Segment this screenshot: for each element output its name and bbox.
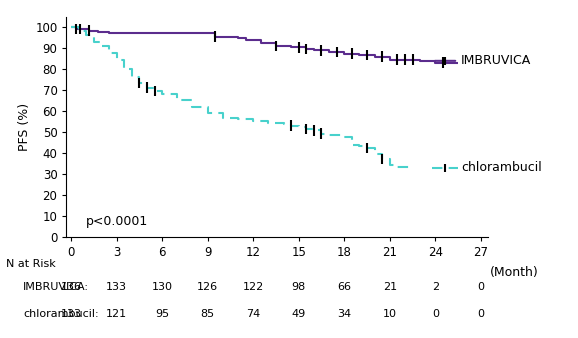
Text: 49: 49 [291, 309, 306, 319]
Text: 126: 126 [197, 282, 218, 292]
Text: 98: 98 [291, 282, 306, 292]
Text: 0: 0 [477, 282, 484, 292]
Text: 121: 121 [106, 309, 127, 319]
Text: N at Risk: N at Risk [6, 259, 55, 269]
Text: 85: 85 [201, 309, 214, 319]
Text: chlorambucil: chlorambucil [461, 161, 542, 174]
Text: 133: 133 [106, 282, 127, 292]
Text: (Month): (Month) [490, 266, 539, 279]
Text: 2: 2 [432, 282, 439, 292]
Text: 130: 130 [151, 282, 173, 292]
Text: IMBRUVICA:: IMBRUVICA: [23, 282, 89, 292]
Text: chlorambucil:: chlorambucil: [23, 309, 99, 319]
Text: 66: 66 [337, 282, 351, 292]
Y-axis label: PFS (%): PFS (%) [18, 103, 31, 151]
Text: 0: 0 [432, 309, 439, 319]
Text: 122: 122 [243, 282, 264, 292]
Text: IMBRUVICA: IMBRUVICA [461, 54, 531, 67]
Text: 74: 74 [246, 309, 260, 319]
Text: p<0.0001: p<0.0001 [86, 215, 149, 228]
Text: 21: 21 [383, 282, 397, 292]
Text: 133: 133 [61, 309, 81, 319]
Text: 10: 10 [383, 309, 397, 319]
Text: 136: 136 [61, 282, 81, 292]
Text: 34: 34 [337, 309, 351, 319]
Text: 0: 0 [477, 309, 484, 319]
Text: 95: 95 [155, 309, 169, 319]
